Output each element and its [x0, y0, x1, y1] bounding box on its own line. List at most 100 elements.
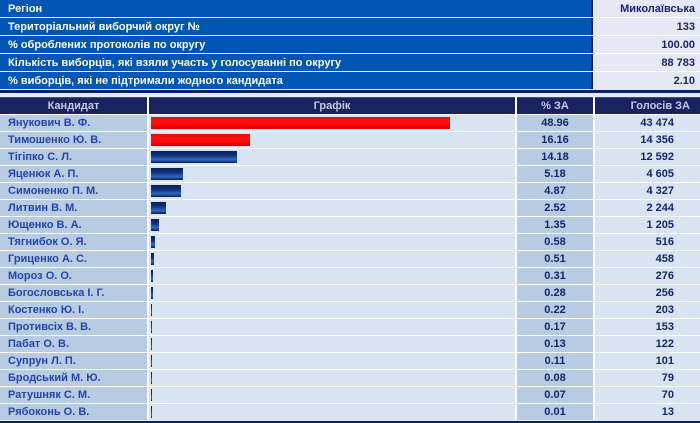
- candidate-bar: [151, 338, 152, 350]
- candidate-percent: 48.96: [517, 115, 593, 131]
- candidate-name: Мороз О. О.: [0, 268, 147, 284]
- candidate-percent: 0.07: [517, 387, 593, 403]
- table-header-row: Кандидат Графік % ЗА Голосів ЗА: [0, 97, 700, 114]
- candidate-name: Симоненко П. М.: [0, 183, 147, 199]
- candidate-votes: 153: [595, 319, 700, 335]
- info-row-divider: [591, 0, 593, 17]
- candidate-bar-cell: [149, 115, 515, 131]
- candidate-votes: 2 244: [595, 200, 700, 216]
- candidate-percent: 16.16: [517, 132, 593, 148]
- candidate-bar: [151, 185, 181, 197]
- column-header-candidate: Кандидат: [0, 97, 147, 114]
- candidate-bar: [151, 355, 152, 367]
- candidate-votes: 203: [595, 302, 700, 318]
- info-row-value: 2.10: [593, 72, 700, 89]
- candidate-votes: 43 474: [595, 115, 700, 131]
- info-row-label: Територіальний виборчий округ №: [0, 18, 591, 35]
- candidate-percent: 14.18: [517, 149, 593, 165]
- candidate-votes: 13: [595, 404, 700, 420]
- candidate-votes: 79: [595, 370, 700, 386]
- info-row: % оброблених протоколів по округу 100.00: [0, 36, 700, 53]
- candidate-bar: [151, 253, 154, 265]
- candidate-votes: 122: [595, 336, 700, 352]
- candidate-votes: 256: [595, 285, 700, 301]
- table-row: Гриценко А. С. 0.51 458: [0, 251, 700, 267]
- candidate-name: Рябоконь О. В.: [0, 404, 147, 420]
- info-row: % виборців, які не підтримали жодного ка…: [0, 72, 700, 89]
- candidate-name: Тимошенко Ю. В.: [0, 132, 147, 148]
- candidate-bar: [151, 202, 166, 214]
- candidate-bar-cell: [149, 319, 515, 335]
- candidate-bar-cell: [149, 251, 515, 267]
- candidate-bar-cell: [149, 132, 515, 148]
- candidate-bar-cell: [149, 404, 515, 420]
- candidate-bar: [151, 389, 152, 401]
- table-row: Противсіх В. В. 0.17 153: [0, 319, 700, 335]
- candidate-bar: [151, 287, 153, 299]
- candidate-bar-cell: [149, 353, 515, 369]
- table-row: Тимошенко Ю. В. 16.16 14 356: [0, 132, 700, 148]
- info-row: Кількість виборців, які взяли участь у г…: [0, 54, 700, 71]
- candidate-percent: 0.31: [517, 268, 593, 284]
- candidate-name: Ратушняк С. М.: [0, 387, 147, 403]
- candidate-votes: 458: [595, 251, 700, 267]
- column-header-graph: Графік: [149, 97, 515, 114]
- candidate-bar: [151, 304, 152, 316]
- candidate-name: Литвин В. М.: [0, 200, 147, 216]
- table-row: Бродський М. Ю. 0.08 79: [0, 370, 700, 386]
- candidate-bar: [151, 270, 153, 282]
- column-header-votes: Голосів ЗА: [595, 97, 700, 114]
- table-row: Рябоконь О. В. 0.01 13: [0, 404, 700, 420]
- candidate-bar-cell: [149, 285, 515, 301]
- info-row-divider: [591, 18, 593, 35]
- table-row: Богословська І. Г. 0.28 256: [0, 285, 700, 301]
- candidate-bar-cell: [149, 166, 515, 182]
- candidate-bar: [151, 151, 237, 163]
- results-table: Кандидат Графік % ЗА Голосів ЗА Янукович…: [0, 97, 700, 420]
- info-row-value: 100.00: [593, 36, 700, 53]
- candidate-bar: [151, 372, 152, 384]
- candidate-votes: 4 605: [595, 166, 700, 182]
- table-row: Янукович В. Ф. 48.96 43 474: [0, 115, 700, 131]
- table-row: Симоненко П. М. 4.87 4 327: [0, 183, 700, 199]
- info-row-label: % оброблених протоколів по округу: [0, 36, 591, 53]
- candidate-name: Тігіпко С. Л.: [0, 149, 147, 165]
- candidate-bar-cell: [149, 370, 515, 386]
- candidate-percent: 0.22: [517, 302, 593, 318]
- table-row: Яценюк А. П. 5.18 4 605: [0, 166, 700, 182]
- candidate-votes: 70: [595, 387, 700, 403]
- table-row: Костенко Ю. І. 0.22 203: [0, 302, 700, 318]
- table-row: Мороз О. О. 0.31 276: [0, 268, 700, 284]
- candidate-votes: 4 327: [595, 183, 700, 199]
- candidate-name: Тягнибок О. Я.: [0, 234, 147, 250]
- candidate-percent: 0.11: [517, 353, 593, 369]
- candidate-percent: 0.58: [517, 234, 593, 250]
- info-row-divider: [591, 54, 593, 71]
- candidate-bar: [151, 168, 183, 180]
- candidate-votes: 101: [595, 353, 700, 369]
- candidate-percent: 0.51: [517, 251, 593, 267]
- candidate-bar-cell: [149, 387, 515, 403]
- candidate-name: Костенко Ю. І.: [0, 302, 147, 318]
- candidate-bar: [151, 219, 159, 231]
- candidate-percent: 2.52: [517, 200, 593, 216]
- candidate-bar: [151, 117, 450, 129]
- info-row-value: 88 783: [593, 54, 700, 71]
- candidate-bar-cell: [149, 200, 515, 216]
- candidate-bar-cell: [149, 234, 515, 250]
- candidate-bar-cell: [149, 183, 515, 199]
- candidate-bar-cell: [149, 149, 515, 165]
- table-row: Ющенко В. А. 1.35 1 205: [0, 217, 700, 233]
- candidate-bar-cell: [149, 268, 515, 284]
- info-row-value: Миколаївська: [593, 0, 700, 17]
- candidate-bar: [151, 321, 152, 333]
- info-row-divider: [591, 36, 593, 53]
- candidate-name: Ющенко В. А.: [0, 217, 147, 233]
- candidate-name: Богословська І. Г.: [0, 285, 147, 301]
- candidate-percent: 1.35: [517, 217, 593, 233]
- table-row: Ратушняк С. М. 0.07 70: [0, 387, 700, 403]
- district-info-section: Регіон Миколаївська Територіальний вибор…: [0, 0, 700, 89]
- candidate-bar: [151, 406, 152, 418]
- candidate-percent: 4.87: [517, 183, 593, 199]
